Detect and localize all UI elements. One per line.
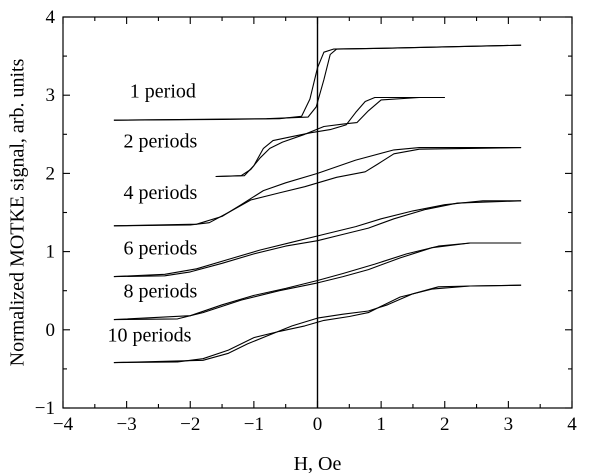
series-label-4: 8 periods bbox=[123, 281, 197, 303]
y-tick-label: −1 bbox=[35, 398, 55, 419]
curve-branch-series-1-1 bbox=[215, 96, 445, 178]
curve-branch-series-1-0 bbox=[215, 96, 445, 178]
series-label-3: 6 periods bbox=[123, 238, 197, 260]
axis-ticks: −4 −3 −2 −1 0 1 2 3 4 −1 0 1 2 3 4 bbox=[35, 7, 577, 435]
series-label-0: 1 period bbox=[130, 81, 196, 103]
curve-branch-series-2-0 bbox=[113, 147, 522, 227]
x-tick-label: 2 bbox=[440, 414, 450, 435]
series-label-1: 2 periods bbox=[123, 131, 197, 153]
curve-branch-series-4-1 bbox=[113, 242, 522, 321]
x-tick-label: 3 bbox=[504, 414, 514, 435]
x-tick-label: 1 bbox=[376, 414, 386, 435]
x-tick-label: −2 bbox=[180, 414, 200, 435]
curve-branch-series-4-0 bbox=[113, 242, 522, 321]
x-tick-label: −1 bbox=[244, 414, 264, 435]
curve-branch-series-3-1 bbox=[113, 200, 522, 278]
y-tick-label: 2 bbox=[46, 163, 56, 184]
x-tick-label: 0 bbox=[313, 414, 323, 435]
curve-branch-series-3-0 bbox=[113, 200, 522, 278]
x-axis-label: H, Oe bbox=[294, 453, 342, 474]
curve-branch-series-5-1 bbox=[113, 284, 522, 364]
y-tick-label: 3 bbox=[46, 85, 56, 106]
series-label-5: 10 periods bbox=[108, 325, 192, 347]
x-tick-label: −4 bbox=[53, 414, 74, 435]
y-tick-label: 1 bbox=[46, 242, 56, 263]
y-axis-label: Normalized MOTKE signal, arb. units bbox=[7, 58, 29, 366]
curve-branch-series-2-1 bbox=[113, 147, 522, 227]
x-tick-label: −3 bbox=[117, 414, 137, 435]
curve-branch-series-0-1 bbox=[113, 44, 522, 121]
y-tick-label: 0 bbox=[46, 320, 56, 341]
plot-area bbox=[62, 16, 573, 409]
y-tick-label: 4 bbox=[46, 7, 56, 28]
series-labels: 1 period 2 periods 4 periods 6 periods 8 per… bbox=[108, 81, 198, 347]
x-tick-label: 4 bbox=[567, 414, 577, 435]
curves bbox=[113, 44, 522, 364]
series-label-2: 4 periods bbox=[123, 182, 197, 204]
